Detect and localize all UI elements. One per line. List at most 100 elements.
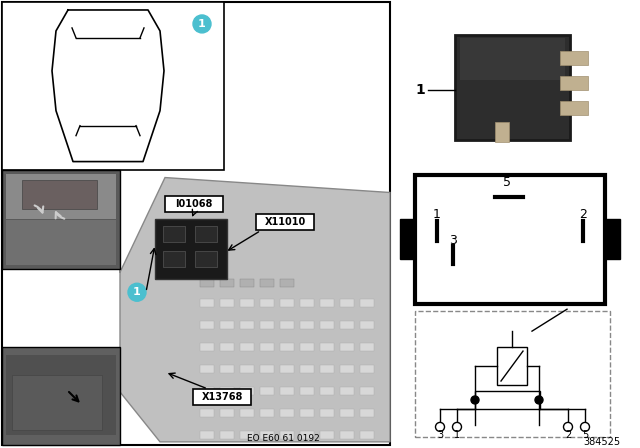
Bar	[280, 321, 294, 329]
Bar	[260, 431, 274, 439]
Bar	[560, 101, 588, 115]
Bar	[200, 299, 214, 307]
Bar	[320, 321, 334, 329]
Text: 2: 2	[579, 208, 587, 221]
Text: 3: 3	[437, 430, 443, 440]
Bar	[360, 431, 374, 439]
Text: X11010: X11010	[264, 217, 306, 228]
Bar	[240, 279, 254, 287]
Bar	[200, 343, 214, 351]
Bar	[320, 431, 334, 439]
Bar	[300, 343, 314, 351]
Bar	[260, 299, 274, 307]
Bar	[280, 343, 294, 351]
Bar	[2, 347, 120, 445]
Bar	[340, 299, 354, 307]
Bar	[260, 365, 274, 373]
Bar	[12, 375, 102, 430]
Bar	[360, 299, 374, 307]
Bar	[240, 299, 254, 307]
Bar	[240, 321, 254, 329]
Bar	[320, 299, 334, 307]
Bar	[193, 389, 251, 405]
Bar	[340, 387, 354, 395]
Circle shape	[435, 422, 445, 431]
Bar	[155, 220, 227, 279]
Text: 1: 1	[433, 208, 441, 221]
Bar	[260, 343, 274, 351]
Bar	[6, 355, 116, 435]
Bar	[455, 35, 570, 140]
Bar	[300, 321, 314, 329]
Bar	[200, 321, 214, 329]
Bar	[280, 299, 294, 307]
Text: 1: 1	[198, 19, 206, 29]
Bar	[260, 279, 274, 287]
Bar	[220, 409, 234, 417]
Polygon shape	[120, 177, 390, 442]
Bar	[2, 2, 224, 169]
Bar	[260, 409, 274, 417]
Bar	[240, 343, 254, 351]
Text: 1: 1	[454, 430, 460, 440]
Text: I01068: I01068	[175, 199, 212, 210]
Circle shape	[452, 422, 461, 431]
Text: 3: 3	[449, 234, 457, 247]
Bar	[320, 387, 334, 395]
Bar	[300, 409, 314, 417]
Bar	[260, 321, 274, 329]
Bar	[220, 365, 234, 373]
Bar	[220, 299, 234, 307]
Bar	[200, 431, 214, 439]
Text: 5: 5	[503, 176, 511, 189]
Bar	[195, 226, 217, 242]
Bar	[280, 431, 294, 439]
Bar	[280, 409, 294, 417]
Text: 1: 1	[133, 287, 141, 297]
Bar	[200, 279, 214, 287]
Bar	[6, 220, 116, 265]
Bar	[300, 299, 314, 307]
Bar	[280, 387, 294, 395]
Text: 1: 1	[415, 83, 425, 97]
Bar	[340, 409, 354, 417]
Bar	[260, 387, 274, 395]
Bar	[280, 365, 294, 373]
Bar	[256, 215, 314, 230]
Bar	[200, 365, 214, 373]
Circle shape	[471, 396, 479, 404]
Bar	[340, 431, 354, 439]
Bar	[400, 220, 415, 259]
Bar	[415, 175, 605, 304]
Bar	[240, 365, 254, 373]
Bar	[200, 409, 214, 417]
Bar	[163, 226, 185, 242]
Circle shape	[193, 15, 211, 33]
Text: 5: 5	[582, 430, 588, 440]
Bar	[300, 365, 314, 373]
Bar	[240, 409, 254, 417]
Bar	[240, 387, 254, 395]
Bar	[6, 173, 116, 220]
Bar	[220, 279, 234, 287]
Circle shape	[535, 396, 543, 404]
Bar	[360, 365, 374, 373]
Bar	[340, 321, 354, 329]
Bar	[605, 220, 620, 259]
Bar	[460, 38, 565, 80]
Circle shape	[580, 422, 589, 431]
Bar	[2, 169, 120, 269]
Bar	[220, 431, 234, 439]
Bar	[560, 76, 588, 90]
Bar	[22, 180, 97, 210]
Text: EO E60 61 0192: EO E60 61 0192	[247, 435, 320, 444]
Circle shape	[128, 283, 146, 301]
Bar	[195, 251, 217, 267]
Bar	[163, 251, 185, 267]
Bar	[495, 122, 509, 142]
Bar	[280, 279, 294, 287]
Bar	[475, 391, 540, 409]
Bar	[2, 2, 390, 445]
Bar	[165, 197, 223, 212]
Bar	[560, 51, 588, 65]
